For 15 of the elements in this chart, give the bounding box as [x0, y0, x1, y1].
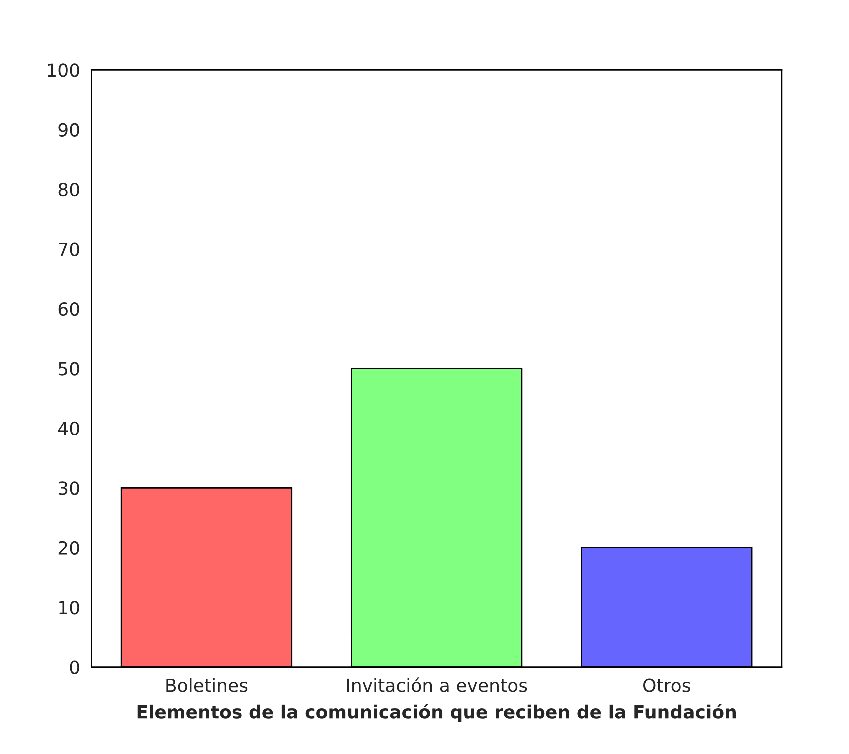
y-tick-label: 60 [58, 302, 80, 316]
x-tick-label: Invitación a eventos [347, 678, 528, 692]
y-tick-label: 30 [58, 482, 80, 496]
y-tick-label: 50 [59, 362, 80, 376]
x-axis-title: Elementos de la comunicación que reciben de la Fundación [138, 704, 736, 722]
y-tick-label: 100 [48, 64, 80, 78]
y-tick-label: 0 [70, 660, 80, 674]
x-tick-label: Otros [644, 678, 690, 692]
x-tick-label: Boletines [166, 678, 248, 692]
y-tick-label: 10 [60, 601, 80, 615]
y-tick-label: 20 [58, 541, 80, 555]
y-tick-label: 40 [58, 422, 80, 436]
y-tick-label: 70 [59, 242, 80, 256]
y-tick-label: 80 [58, 183, 80, 197]
y-tick-label: 90 [58, 123, 80, 137]
